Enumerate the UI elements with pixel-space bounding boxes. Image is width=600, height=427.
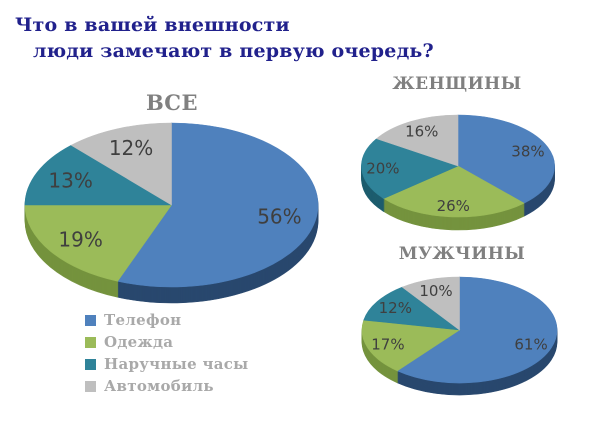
legend: Телефон Одежда Наручные часы Автомобиль: [85, 311, 249, 399]
percent-label: 61%: [514, 335, 547, 353]
legend-swatch: [85, 358, 96, 370]
percent-label: 17%: [371, 335, 404, 353]
pie-title-all: ВСЕ: [146, 90, 198, 115]
percent-label: 16%: [405, 122, 438, 140]
pie-title-men: МУЖЧИНЫ: [398, 244, 526, 264]
percent-label: 10%: [419, 282, 452, 300]
legend-item: Автомобиль: [85, 377, 249, 395]
legend-swatch: [85, 314, 96, 326]
legend-label: Наручные часы: [104, 355, 249, 373]
percent-label: 26%: [437, 197, 470, 215]
percent-label: 13%: [48, 169, 92, 193]
percent-label: 56%: [257, 205, 301, 229]
legend-label: Автомобиль: [104, 377, 214, 395]
pie-slice: [375, 114, 459, 167]
percent-label: 38%: [511, 143, 544, 161]
pie-slice: [24, 204, 173, 282]
legend-label: Телефон: [104, 311, 182, 329]
pie-slice: [457, 114, 555, 204]
legend-swatch: [85, 336, 96, 348]
legend-swatch: [85, 380, 96, 392]
page-title: Что в вашей внешности люди замечают в пе…: [15, 12, 434, 64]
pie-slice: [383, 165, 525, 218]
pie-slice: [401, 276, 460, 331]
percent-label: 12%: [109, 136, 153, 160]
legend-item: Наручные часы: [85, 355, 249, 373]
pie-slice: [117, 122, 319, 288]
legend-label: Одежда: [104, 333, 174, 351]
pie-slice: [361, 138, 459, 199]
pie-slice: [70, 122, 172, 206]
legend-item: Телефон: [85, 311, 249, 329]
percent-label: 20%: [366, 160, 399, 178]
page-title-line-1: Что в вашей внешности: [15, 14, 290, 36]
pie-slice: [396, 276, 558, 384]
pie-slice: [363, 286, 461, 331]
pie-slice: [361, 319, 461, 372]
percent-label: 19%: [58, 228, 102, 252]
page-title-line-2: люди замечают в первую очередь?: [33, 40, 434, 62]
percent-label: 12%: [379, 299, 412, 317]
pie-slice: [24, 144, 173, 206]
pie-title-women: ЖЕНЩИНЫ: [392, 74, 522, 94]
legend-item: Одежда: [85, 333, 249, 351]
